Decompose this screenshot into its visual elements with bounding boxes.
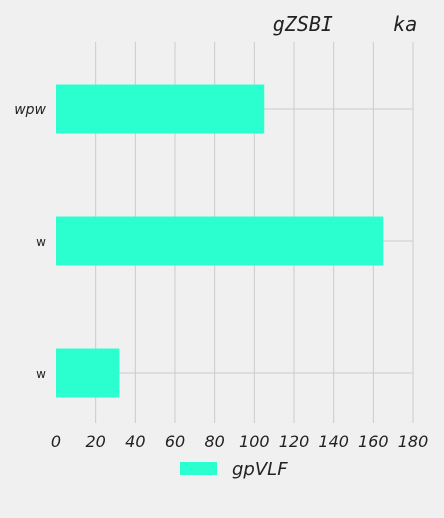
legend-label: gpVLF (232, 459, 288, 480)
chart-title: gZSBI ka (273, 12, 418, 36)
x-tick-label-6: 120 (279, 432, 310, 451)
y-tick-label-1: w (36, 235, 46, 249)
x-tick-label-9: 180 (398, 432, 429, 451)
x-tick-label-2: 40 (125, 432, 145, 451)
bar-layer (56, 84, 384, 398)
bar-1 (56, 216, 384, 266)
bar-2 (56, 348, 120, 398)
x-tick-label-0: 0 (51, 432, 61, 451)
x-tick-label-4: 80 (204, 432, 224, 451)
bar-0 (56, 84, 265, 134)
x-tick-label-5: 100 (239, 432, 270, 451)
y-tick-label-2: w (36, 367, 46, 381)
legend: gpVLF (180, 459, 288, 480)
y-axis-ticks: wpw w w (14, 102, 46, 381)
x-tick-label-7: 140 (318, 432, 349, 451)
x-tick-label-8: 160 (358, 432, 389, 451)
x-axis-ticks: 0 20 40 60 80 100 120 140 160 180 (51, 432, 428, 451)
x-tick-label-1: 20 (85, 432, 105, 451)
y-tick-label-0: wpw (14, 102, 46, 118)
legend-swatch (180, 462, 217, 475)
x-tick-label-3: 60 (165, 432, 185, 451)
